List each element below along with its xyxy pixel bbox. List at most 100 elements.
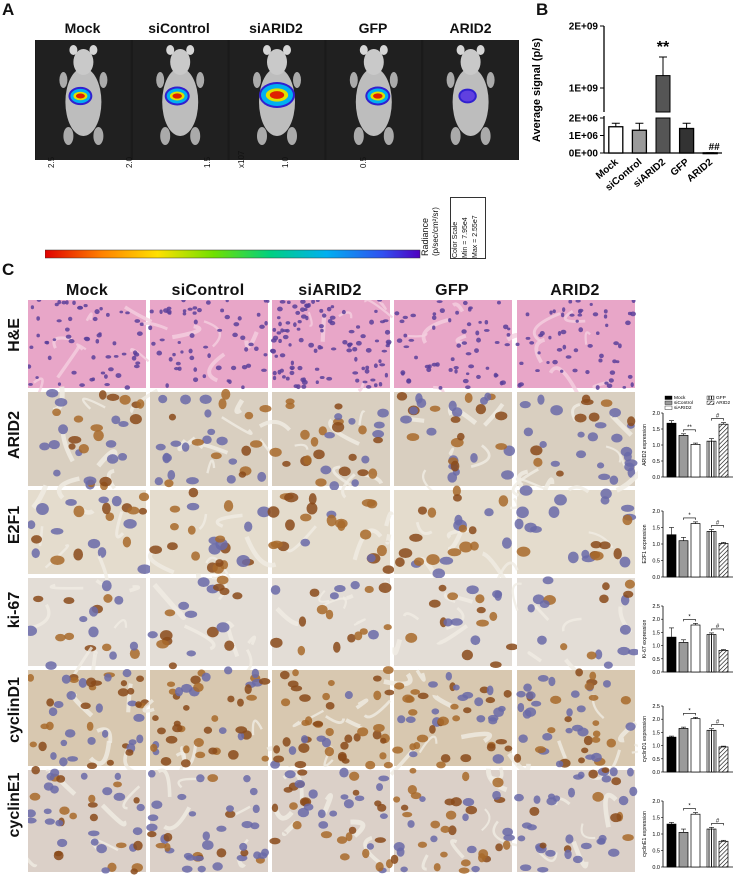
cell-nucleus	[258, 678, 271, 685]
cell-nucleus	[588, 694, 599, 701]
cell-nucleus	[248, 342, 254, 347]
tissue-fiber	[85, 312, 93, 322]
cell-nucleus	[279, 368, 284, 373]
cell-nucleus	[450, 460, 460, 472]
cell-nucleus	[560, 643, 568, 651]
cell-nucleus	[308, 789, 318, 799]
cell-nucleus	[417, 692, 429, 700]
tissue-fiber	[342, 593, 354, 601]
mouse-head	[267, 49, 287, 75]
cell-nucleus	[459, 541, 473, 553]
cell-nucleus	[463, 707, 472, 714]
cell-nucleus	[513, 753, 522, 763]
cell-nucleus	[105, 512, 115, 522]
cell-nucleus	[250, 822, 260, 830]
row-label-e2f1: E2F1	[6, 505, 23, 545]
c-header-gfp: GFP	[435, 282, 469, 299]
mouse-ear	[379, 45, 388, 55]
cell-nucleus	[295, 310, 301, 315]
cell-nucleus	[272, 370, 277, 376]
cell-nucleus	[57, 382, 62, 386]
tissue-fiber	[358, 410, 366, 426]
cell-nucleus	[249, 787, 258, 796]
cell-nucleus	[504, 745, 513, 752]
cell-nucleus	[301, 384, 307, 389]
cell-nucleus	[500, 380, 506, 385]
mouse-sicontrol	[132, 40, 228, 160]
cell-nucleus	[403, 333, 408, 338]
cell-nucleus	[114, 772, 122, 781]
mini-bar	[678, 831, 689, 868]
cell-nucleus	[402, 811, 413, 818]
cell-nucleus	[573, 348, 579, 353]
cell-nucleus	[617, 343, 622, 349]
colorbar-gradient	[44, 249, 421, 259]
cell-nucleus	[98, 390, 107, 400]
cell-nucleus	[321, 737, 331, 748]
cell-nucleus	[396, 392, 408, 401]
cell-nucleus	[29, 792, 41, 801]
mini-legend-swatch	[664, 395, 673, 400]
micrograph-he-gfp	[394, 300, 524, 405]
cell-nucleus	[525, 691, 536, 700]
cell-nucleus	[592, 312, 599, 317]
cell-nucleus	[591, 752, 602, 762]
cell-nucleus	[443, 618, 453, 627]
cell-nucleus	[527, 604, 535, 613]
cell-nucleus	[599, 594, 609, 604]
panel-label-a: A	[2, 0, 15, 19]
micrograph-grid	[28, 300, 638, 875]
cell-nucleus	[181, 300, 186, 303]
cell-nucleus	[282, 460, 291, 467]
cell-nucleus	[167, 470, 176, 481]
group-header-mock: Mock	[64, 20, 101, 36]
cell-nucleus	[202, 435, 212, 445]
micrograph-cyclind1-mock	[28, 646, 150, 775]
mouse-head	[363, 49, 384, 75]
cell-nucleus	[208, 747, 218, 755]
cell-nucleus	[166, 681, 176, 687]
cell-nucleus	[364, 368, 370, 374]
cell-nucleus	[351, 479, 359, 487]
tissue-fiber	[96, 727, 113, 744]
cell-nucleus	[394, 311, 400, 316]
tissue-fiber	[211, 576, 228, 601]
mini-ytick-label: 1.5	[652, 630, 660, 636]
cell-nucleus	[218, 727, 227, 735]
cell-nucleus	[567, 787, 576, 798]
cell-nucleus	[339, 767, 349, 778]
cell-nucleus	[373, 383, 378, 388]
cell-nucleus	[531, 700, 542, 707]
cell-nucleus	[339, 853, 350, 861]
cell-nucleus	[137, 564, 152, 574]
cell-nucleus	[485, 697, 496, 704]
cell-nucleus	[545, 849, 556, 857]
mini-legend-label: Mock	[674, 395, 686, 401]
cell-nucleus	[445, 671, 452, 681]
tissue-fiber	[126, 683, 133, 713]
cell-nucleus	[524, 707, 537, 717]
cell-nucleus	[458, 867, 470, 874]
cell-nucleus	[28, 364, 32, 369]
cell-nucleus	[603, 309, 608, 314]
micrograph-arid2-sicontrol	[150, 388, 285, 488]
cell-nucleus	[428, 681, 438, 688]
cell-nucleus	[99, 476, 112, 487]
cell-nucleus	[282, 737, 291, 747]
mini-ytick-label: 1.0	[652, 542, 660, 548]
cell-nucleus	[456, 432, 465, 441]
cell-nucleus	[261, 755, 269, 762]
cell-nucleus	[129, 641, 139, 651]
tissue-background	[28, 490, 146, 574]
cell-nucleus	[84, 336, 91, 342]
tissue-fiber	[100, 803, 127, 827]
tissue-fiber	[567, 485, 590, 494]
cell-nucleus	[556, 470, 564, 477]
cell-nucleus	[381, 349, 388, 353]
cell-nucleus	[493, 372, 498, 378]
cell-nucleus	[68, 316, 73, 322]
cell-nucleus	[552, 359, 558, 365]
cell-nucleus	[78, 678, 88, 688]
cell-nucleus	[432, 325, 436, 330]
mouse-arm	[156, 72, 165, 88]
